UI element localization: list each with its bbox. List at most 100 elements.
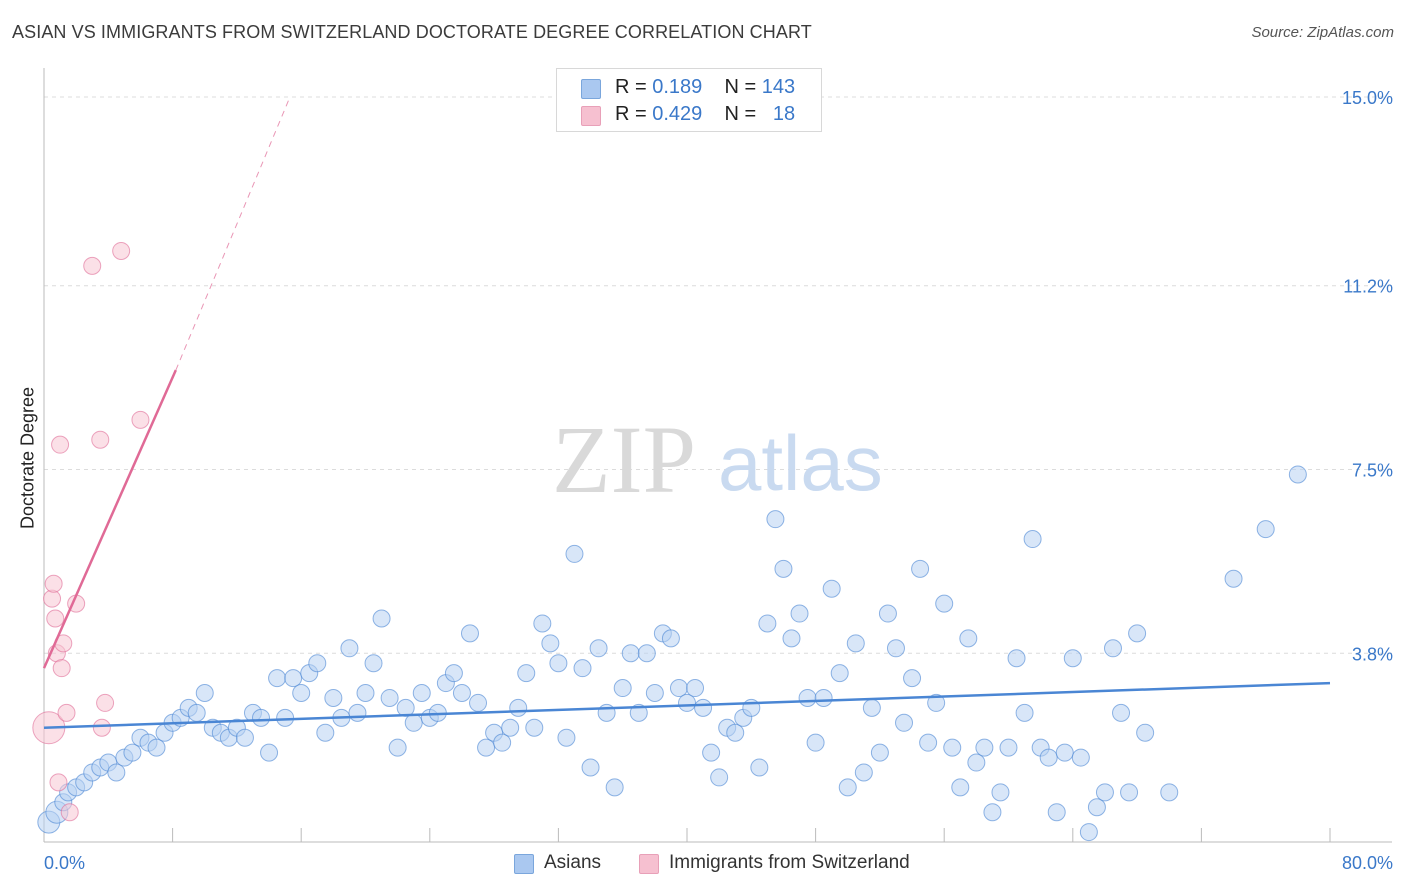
asian-point: [573, 659, 592, 678]
asian-point: [235, 728, 254, 747]
stats-legend: R = 0.189 N = 143 R = 0.429 N = 18: [556, 68, 822, 132]
asian-point: [951, 778, 970, 797]
asian-point: [1160, 783, 1179, 802]
watermark-zip: ZIP: [552, 406, 696, 513]
asian-point: [814, 688, 833, 707]
asian-point: [195, 684, 214, 702]
switzerland-point: [52, 659, 71, 678]
asian-point: [1015, 703, 1034, 722]
asian-point: [364, 654, 383, 673]
asian-point: [276, 708, 295, 727]
legend-stats-switzerland: R = 0.429 N = 18: [615, 103, 795, 126]
asian-point: [967, 753, 986, 772]
asian-point: [1112, 703, 1131, 722]
asian-point: [774, 559, 793, 578]
asian-point: [147, 738, 166, 757]
watermark: ZIP atlas: [552, 406, 883, 513]
asian-point: [862, 698, 881, 717]
asian-point: [252, 708, 271, 727]
asian-point: [999, 738, 1018, 757]
asian-point: [1023, 530, 1042, 549]
asian-point: [782, 629, 801, 648]
n-value: 143: [761, 76, 796, 98]
asian-point: [1103, 639, 1122, 658]
switzerland-point: [49, 773, 68, 792]
asian-point: [830, 664, 849, 683]
asian-point: [372, 609, 391, 628]
asian-point: [605, 778, 624, 797]
asian-point: [525, 718, 544, 737]
asian-point: [324, 688, 343, 707]
asian-point: [710, 768, 729, 787]
asian-point: [340, 639, 359, 658]
asian-point: [686, 679, 705, 698]
asian-point: [645, 684, 664, 702]
switzerland-point: [91, 430, 110, 449]
asian-point: [1007, 649, 1026, 668]
asian-point: [123, 743, 142, 762]
asian-point: [959, 629, 978, 648]
asian-point: [107, 763, 126, 782]
asian-point: [589, 639, 608, 658]
switzerland-point: [83, 256, 102, 275]
asian-point: [1071, 748, 1090, 767]
asian-point: [750, 758, 769, 777]
asian-point: [1120, 783, 1139, 802]
x-tick-label: 80.0%: [1342, 853, 1393, 873]
asian-point: [613, 679, 632, 698]
x-tick-label: 0.0%: [44, 853, 85, 873]
asian-point: [927, 693, 946, 712]
asian-point: [380, 688, 399, 707]
asian-point: [1063, 649, 1082, 668]
asian-point: [356, 684, 375, 702]
y-tick-label: 15.0%: [1342, 88, 1393, 108]
source-label: Source: ZipAtlas.com: [1251, 24, 1394, 41]
asian-point: [501, 718, 520, 737]
asian-point: [292, 684, 311, 702]
asian-point: [469, 693, 488, 712]
asian-point: [1095, 783, 1114, 802]
asian-point: [702, 743, 721, 762]
n-value: 18: [772, 103, 796, 125]
asian-point: [1047, 803, 1066, 822]
y-axis-label: Doctorate Degree: [17, 386, 38, 530]
watermark-atlas: atlas: [718, 419, 883, 507]
asian-point: [621, 644, 640, 663]
asian-point: [452, 684, 471, 702]
legend-swatch-switzerland: [581, 106, 601, 126]
switzerland-point: [92, 718, 111, 737]
grid-lines: [44, 96, 1392, 654]
y-tick-label: 3.8%: [1352, 644, 1393, 664]
n-label: N =: [724, 103, 757, 125]
asian-point: [903, 669, 922, 688]
asian-point: [637, 644, 656, 663]
asian-point: [991, 783, 1010, 802]
asian-point: [886, 639, 905, 658]
bottom-legend-label-asians: Asians: [544, 852, 602, 873]
asian-point: [268, 669, 287, 688]
asian-point: [517, 664, 536, 683]
asian-point: [975, 738, 994, 757]
bottom-legend-swatch-asians: [514, 854, 534, 874]
asian-point: [284, 669, 303, 688]
switzerland-point: [51, 435, 70, 454]
asian-point: [1288, 465, 1307, 484]
r-value: 0.429: [652, 103, 703, 125]
trend-lines: [42, 96, 1331, 730]
asian-point: [983, 803, 1002, 822]
switzerland-trend-extension: [175, 96, 291, 371]
asian-point: [822, 579, 841, 598]
asian-point: [541, 634, 560, 653]
asian-point: [1256, 520, 1275, 539]
switzerland-point: [57, 703, 76, 722]
y-tick-label: 11.2%: [1343, 277, 1393, 297]
asian-point: [565, 544, 584, 563]
switzerland-trend-line: [42, 369, 177, 669]
switzerland-point: [60, 803, 79, 822]
asian-point: [943, 738, 962, 757]
asian-point: [404, 713, 423, 732]
asian-point: [308, 654, 327, 673]
asian-point: [581, 758, 600, 777]
asian-point: [477, 738, 496, 757]
